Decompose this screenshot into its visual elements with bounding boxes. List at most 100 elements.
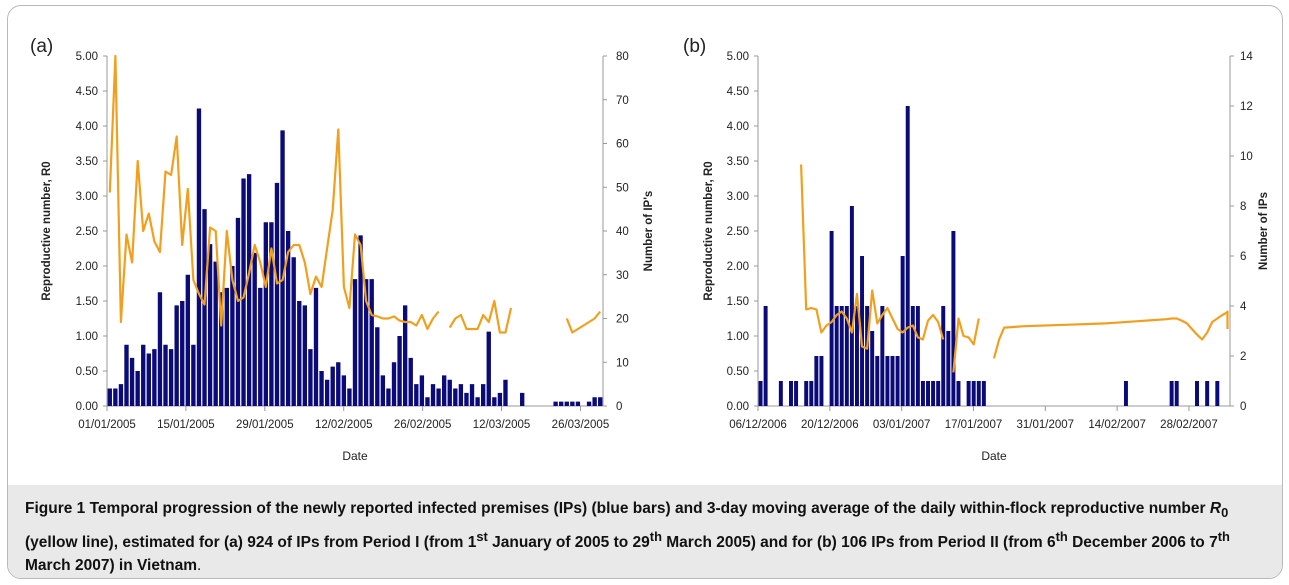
- y-tick-label-left: 0.50: [76, 366, 98, 378]
- bar: [941, 306, 946, 406]
- r0-subscript: 0: [1221, 505, 1229, 521]
- bar: [492, 397, 497, 406]
- bar: [274, 182, 280, 406]
- y-tick-label-left: 1.00: [727, 331, 749, 343]
- bar: [430, 384, 436, 406]
- y-tick-label-right: 30: [616, 270, 629, 282]
- bar: [553, 401, 558, 406]
- figure-label: Figure 1: [25, 500, 86, 517]
- bar: [207, 244, 213, 406]
- y-tick-label-left: 2.00: [727, 261, 749, 273]
- bar: [789, 381, 793, 406]
- caption-sup-4: th: [1217, 528, 1230, 544]
- y-tick-label-right: 80: [616, 51, 629, 63]
- bar: [168, 349, 174, 406]
- y-tick-label-right: 2: [1240, 351, 1246, 363]
- bar: [174, 305, 179, 406]
- bar: [135, 371, 140, 406]
- bar: [441, 375, 447, 406]
- bar: [246, 174, 252, 406]
- bar: [865, 306, 870, 406]
- bar: [436, 388, 441, 406]
- caption-text-6: March 2007) in Vietnam: [25, 557, 198, 575]
- bar: [124, 344, 129, 406]
- bar: [447, 379, 452, 406]
- bar: [809, 381, 814, 406]
- y-tick-label-left: 2.00: [76, 261, 98, 273]
- bar: [880, 306, 885, 406]
- bar: [966, 381, 971, 406]
- bar: [834, 306, 839, 406]
- bar: [419, 375, 425, 406]
- caption-text-5: December 2006 to 7: [1067, 533, 1218, 551]
- y-tick-label-right: 10: [616, 357, 629, 369]
- bar: [1123, 381, 1128, 406]
- bar: [849, 206, 854, 406]
- r0-line-segment: [565, 310, 602, 334]
- caption-text-4: March 2005) and for (b) 106 IPs from Per…: [661, 533, 1056, 551]
- y-tick-label-left: 0.00: [76, 401, 98, 413]
- bar: [118, 384, 124, 406]
- bar: [936, 381, 941, 406]
- y-tick-label-right: 50: [616, 182, 629, 194]
- x-tick-label: 03/01/2007: [873, 419, 931, 431]
- bar: [905, 106, 910, 406]
- bar: [308, 349, 313, 406]
- bar: [520, 392, 525, 406]
- r0-line-segment: [108, 54, 440, 331]
- bar: [469, 384, 475, 406]
- bar: [931, 381, 936, 406]
- bar: [976, 381, 981, 406]
- bar: [598, 397, 603, 406]
- bar: [1215, 381, 1220, 406]
- bar: [414, 384, 419, 406]
- y-tick-label-left: 4.00: [76, 121, 98, 133]
- figure-caption: Figure 1 Temporal progression of the new…: [25, 497, 1275, 578]
- caption-text-1: Temporal progression of the newly report…: [85, 500, 1210, 517]
- y-tick-label-right: 12: [1240, 101, 1253, 113]
- bar: [352, 279, 358, 406]
- x-tick-label: 31/01/2007: [1017, 419, 1075, 431]
- bar: [263, 222, 269, 406]
- bar: [981, 381, 986, 406]
- bar: [363, 279, 369, 406]
- bar: [926, 381, 931, 406]
- bar: [481, 384, 486, 406]
- bar: [380, 375, 386, 406]
- y-tick-label-left: 2.50: [76, 226, 98, 238]
- bar: [180, 301, 185, 406]
- bar: [839, 306, 844, 406]
- x-tick-label: 06/12/2006: [729, 419, 787, 431]
- y-tick-label-right: 70: [616, 95, 629, 107]
- bar: [592, 397, 597, 406]
- bar: [910, 306, 915, 406]
- y-tick-label-right: 6: [1240, 251, 1246, 263]
- bar: [1205, 381, 1210, 406]
- y-axis-title-right: Number of IP's: [643, 191, 655, 272]
- bar: [890, 356, 895, 406]
- bar: [129, 357, 135, 406]
- bar: [408, 357, 413, 406]
- bar: [369, 279, 374, 406]
- y-tick-label-right: 20: [616, 314, 629, 326]
- x-tick-label: 12/03/2005: [473, 419, 531, 431]
- y-tick-label-left: 4.50: [76, 86, 98, 98]
- bar: [291, 257, 296, 406]
- bar: [397, 336, 402, 406]
- bar: [252, 252, 257, 406]
- bar: [297, 301, 302, 406]
- bar: [191, 344, 196, 406]
- y-tick-label-left: 0.50: [727, 366, 749, 378]
- bar: [570, 401, 575, 406]
- bar: [269, 222, 274, 406]
- y-tick-label-right: 10: [1240, 151, 1253, 163]
- caption-text-2: (yellow line), estimated for (a) 924 of …: [25, 533, 477, 551]
- bar: [330, 366, 335, 406]
- bar: [486, 331, 491, 406]
- y-tick-label-left: 3.00: [76, 191, 98, 203]
- bar: [157, 292, 163, 406]
- x-tick-label: 12/02/2005: [315, 419, 373, 431]
- bar: [885, 356, 890, 406]
- bar: [196, 108, 202, 406]
- bar: [564, 401, 569, 406]
